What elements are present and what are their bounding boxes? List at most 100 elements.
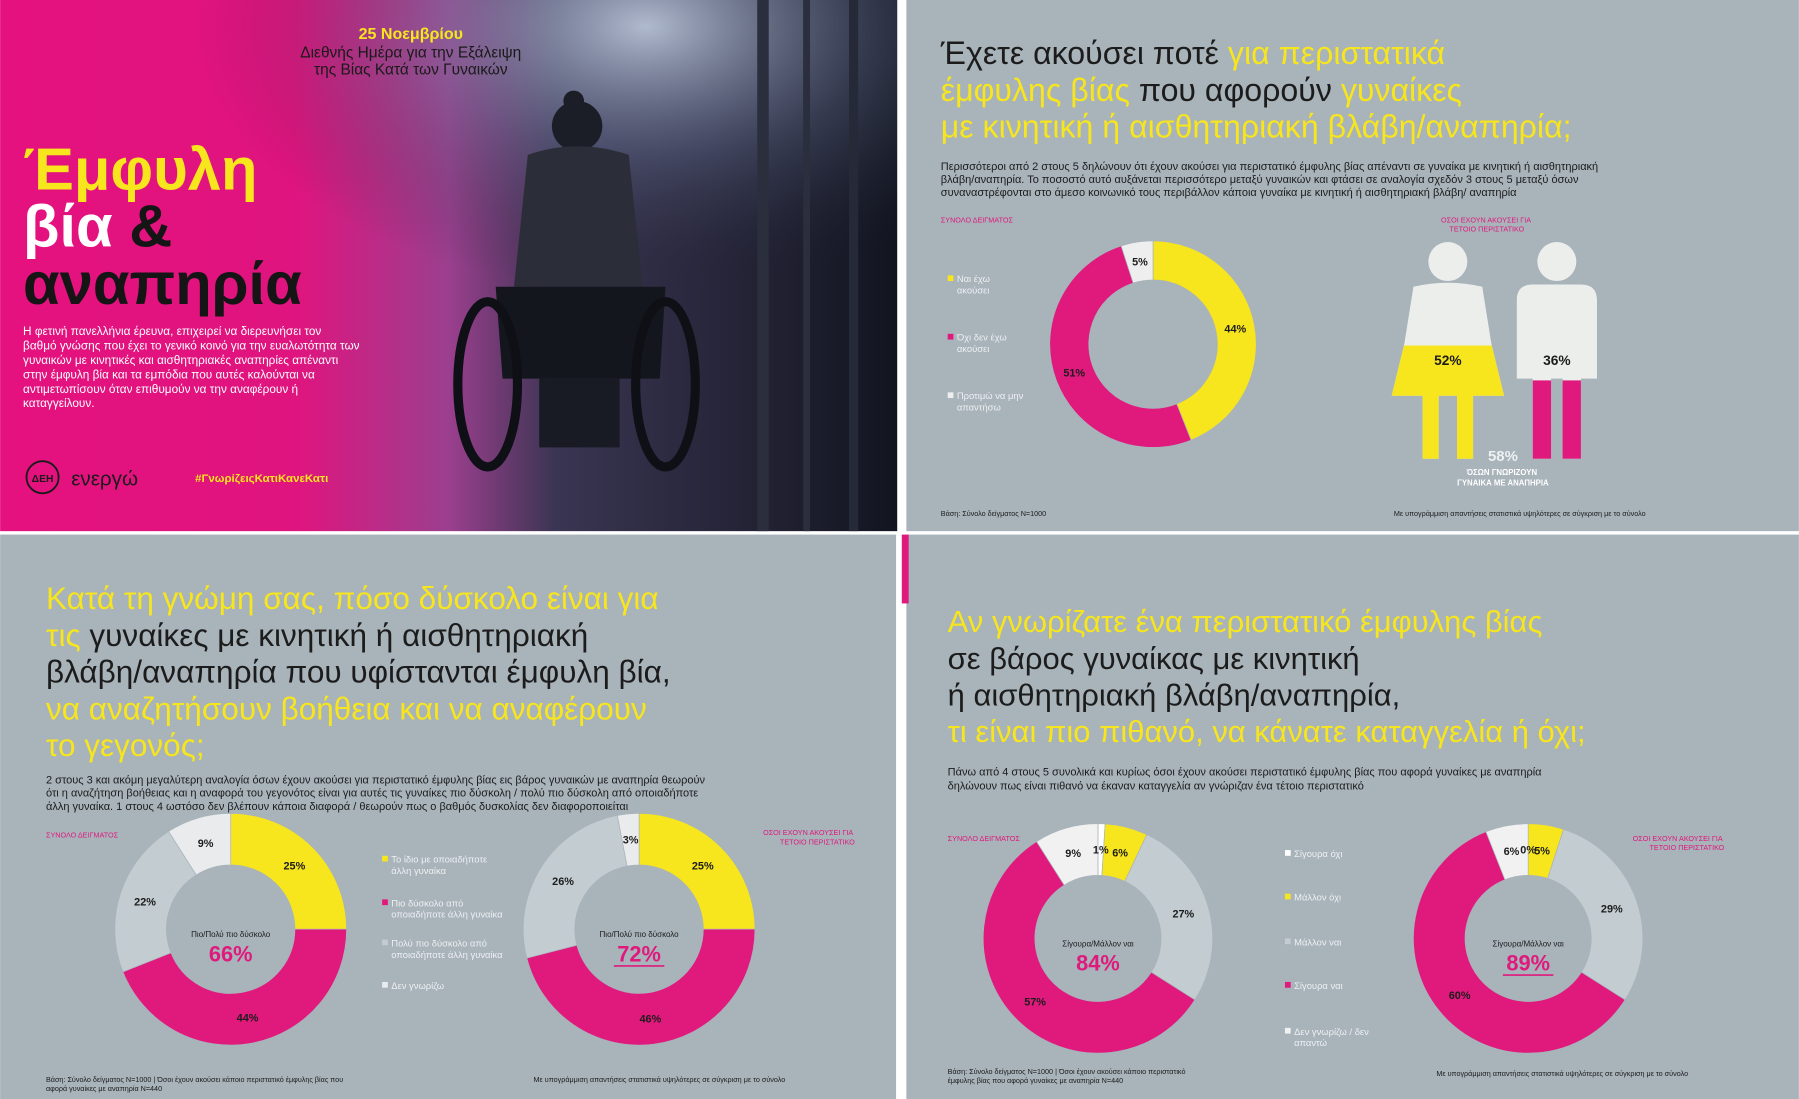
- footnote: Με υπογράμμιση απαντήσεις στατιστικά υψη…: [534, 1075, 786, 1084]
- panel-body: 2 στους 3 και ακόμη μεγαλύτερη αναλογία …: [46, 775, 705, 787]
- legend-swatch: [1284, 981, 1291, 988]
- footnote: Με υπογράμμιση απαντήσεις στατιστικά υψη…: [1436, 1069, 1688, 1078]
- legend-label: Πιο δύσκολο από οποιαδήποτε άλλη γυναίκα: [391, 897, 503, 919]
- legend-label: Μάλλον όχι: [1294, 892, 1341, 903]
- donut-segment: [1547, 828, 1644, 1001]
- series-name: ΣΥΝΟΛΟ ΔΕΙΓΜΑΤΟΣ: [46, 830, 119, 839]
- title-segment: Έχετε ακούσει ποτέ: [940, 35, 1228, 71]
- title-segment: γυναίκες με κινητική ή αισθητηριακή: [81, 617, 589, 653]
- data-label: 44%: [237, 1013, 259, 1025]
- date: 25 Νοεμβρίου: [359, 25, 463, 43]
- title-segment: τι είναι πιο πιθανό, να κάνατε καταγγελί…: [948, 714, 1586, 749]
- subtitle: της Βίας Κατά των Γυναικών: [314, 62, 508, 79]
- subtitle: Διεθνής Ημέρα για την Εξάλειψη: [300, 44, 521, 61]
- center-value: 72%: [617, 941, 661, 966]
- title-segment: αναπηρία: [23, 250, 302, 317]
- title-segment: &: [113, 193, 173, 260]
- title-segment: σε βάρος γυναίκας με κινητική: [948, 641, 1360, 676]
- title-segment: γυναίκες: [1341, 72, 1462, 108]
- title-segment: ή αισθητηριακή βλάβη/αναπηρία,: [948, 678, 1401, 713]
- series-name: ΣΥΝΟΛΟ ΔΕΙΓΜΑΤΟΣ: [941, 216, 1014, 225]
- data-label: 46%: [639, 1014, 661, 1026]
- intro-body: καταγγείλουν.: [23, 396, 94, 410]
- legend-label: Σίγουρα όχι: [1294, 848, 1342, 859]
- legend-label: Προτιμώ να μην απαντήσω: [957, 390, 1026, 412]
- data-label: 51%: [1063, 368, 1085, 380]
- footnote: Με υπογράμμιση απαντήσεις στατιστικά υψη…: [1394, 509, 1646, 518]
- center-value: 84%: [1076, 951, 1120, 976]
- title-segment: Έμφυλη: [23, 135, 257, 202]
- legend-swatch: [947, 392, 954, 399]
- title-segment: Κατά τη γνώμη σας, πόσο δύσκολο είναι γι…: [46, 580, 659, 616]
- donut-segment: [1485, 823, 1529, 881]
- legend-label: Ναι έχω ακούσει: [957, 273, 993, 295]
- donut-segment: [230, 813, 347, 930]
- donut-segment: [1124, 834, 1213, 1001]
- legend-swatch: [1284, 1027, 1291, 1034]
- panel-body: άλλη γυναίκα. 1 στους 4 ωστόσο δεν βλέπο…: [46, 801, 629, 813]
- series-name: ΟΣΟΙ ΕΧΟΥΝ ΑΚΟΥΣΕΙ ΓΙΑ ΤΕΤΟΙΟ ΠΕΡΙΣΤΑΤΙΚ…: [1633, 834, 1725, 852]
- intro-body: αντιμετωπίσουν όταν επιθυμούν να την ανα…: [23, 382, 298, 396]
- total-label: ΌΣΩΝ ΓΝΩΡΙΖΟΥΝ ΓΥΝΑΙΚΑ ΜΕ ΑΝΑΠΗΡΙΑ: [1457, 468, 1549, 487]
- legend-swatch: [947, 275, 954, 282]
- panel-body: δηλώνουν πως είναι πιθανό να έκαναν κατα…: [948, 780, 1364, 792]
- panel-body: Πάνω από 4 στους 5 συνολικά και κυρίως ό…: [948, 766, 1542, 778]
- brand: ενεργώ: [71, 467, 138, 490]
- title-segment: Αν γνωρίζατε ένα περιστατικό έμφυλης βία…: [948, 604, 1543, 639]
- title-line: με κινητική ή αισθητηριακή βλάβη/αναπηρί…: [941, 109, 1572, 145]
- donut-segment: [122, 928, 347, 1046]
- title-line: Έχετε ακούσει ποτέ για περιστατικά: [940, 35, 1445, 71]
- data-label: 27%: [1172, 909, 1194, 921]
- legend-swatch: [1284, 938, 1291, 945]
- title-segment: βία: [23, 193, 113, 260]
- legend-swatch: [382, 899, 388, 906]
- center-value: 89%: [1506, 951, 1550, 976]
- donut-segment: [522, 815, 628, 959]
- title-segment: τις: [46, 617, 81, 653]
- data-label: 29%: [1601, 903, 1623, 915]
- legend-label: Δεν γνωρίζω / δεν απαντώ: [1294, 1026, 1371, 1048]
- donut-segment: [1120, 240, 1154, 284]
- title-line: σε βάρος γυναίκας με κινητική: [948, 641, 1360, 676]
- title-line: αναπηρία: [23, 250, 302, 317]
- data-label: 3%: [623, 835, 639, 847]
- total-value: 58%: [1488, 449, 1518, 465]
- data-label: 9%: [198, 838, 214, 850]
- series-name: ΟΣΟΙ ΕΧΟΥΝ ΑΚΟΥΣΕΙ ΓΙΑ ΤΕΤΟΙΟ ΠΕΡΙΣΤΑΤΙΚ…: [763, 828, 855, 846]
- legend-swatch: [382, 855, 388, 862]
- intro-body: βαθμό γνώσης που έχει το γενικό κοινό γι…: [23, 338, 360, 352]
- data-label: 1%: [1093, 845, 1109, 857]
- donut-segment: [526, 928, 756, 1046]
- center-label: Πιο/Πολύ πιο δύσκολο: [191, 930, 271, 939]
- legend-label: Το ίδιο με οποιαδήποτε άλλη γυναίκα: [391, 854, 490, 876]
- title-line: Έμφυλη: [23, 135, 257, 202]
- data-label: 57%: [1024, 996, 1046, 1008]
- donut-segment: [1152, 240, 1257, 441]
- intro-body: Η φετινή πανελλήνια έρευνα, επιχειρεί να…: [23, 324, 321, 338]
- intro-light: [0, 0, 898, 532]
- data-label: 6%: [1504, 846, 1520, 858]
- title-segment: με κινητική ή αισθητηριακή βλάβη/αναπηρί…: [941, 109, 1572, 145]
- data-label: 9%: [1065, 848, 1081, 860]
- legend-swatch: [1284, 893, 1291, 900]
- data-label: 22%: [134, 896, 156, 908]
- intro-body: στην έμφυλη βία και τα εμπόδια που αυτές…: [23, 367, 315, 381]
- legend-swatch: [382, 981, 388, 988]
- panel-body: συναναστρέφονται στο άμεσο κοινωνικό του…: [941, 187, 1517, 199]
- panel-body: ότι η αναζήτηση βοήθειας και η αναφορά τ…: [46, 788, 698, 800]
- title-line: βία &: [23, 193, 172, 260]
- donut-segment: [168, 813, 232, 876]
- logo: ΔΕΗ: [32, 474, 54, 485]
- data-label: 25%: [692, 861, 714, 873]
- legend-label: Μάλλον ναι: [1294, 936, 1341, 947]
- legend-label: Πολύ πιο δύσκολο από οποιαδήποτε άλλη γυ…: [391, 937, 503, 959]
- data-label: 25%: [283, 861, 305, 873]
- data-label: 0%: [1520, 845, 1536, 857]
- donut-segment: [616, 813, 640, 867]
- title-segment: που αφορούν: [1130, 72, 1341, 108]
- panel-body: Περισσότεροι από 2 στους 5 δηλώνουν ότι …: [941, 161, 1598, 173]
- title-segment: να αναζητήσουν βοήθεια και να αναφέρουν: [46, 690, 647, 726]
- data-label: 60%: [1449, 990, 1471, 1002]
- legend-label: Δεν γνωρίζω: [391, 980, 444, 991]
